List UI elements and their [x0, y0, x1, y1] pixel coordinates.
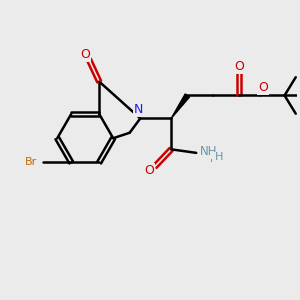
Text: H: H [214, 152, 223, 162]
Text: NH: NH [199, 146, 217, 158]
Text: O: O [80, 48, 90, 61]
Text: NH: NH [200, 146, 217, 158]
Text: H: H [210, 154, 218, 164]
Text: O: O [234, 59, 244, 73]
Text: Br: Br [25, 157, 37, 167]
Text: O: O [144, 164, 154, 177]
Polygon shape [171, 94, 190, 119]
Text: N: N [134, 103, 143, 116]
Text: O: O [258, 81, 268, 94]
